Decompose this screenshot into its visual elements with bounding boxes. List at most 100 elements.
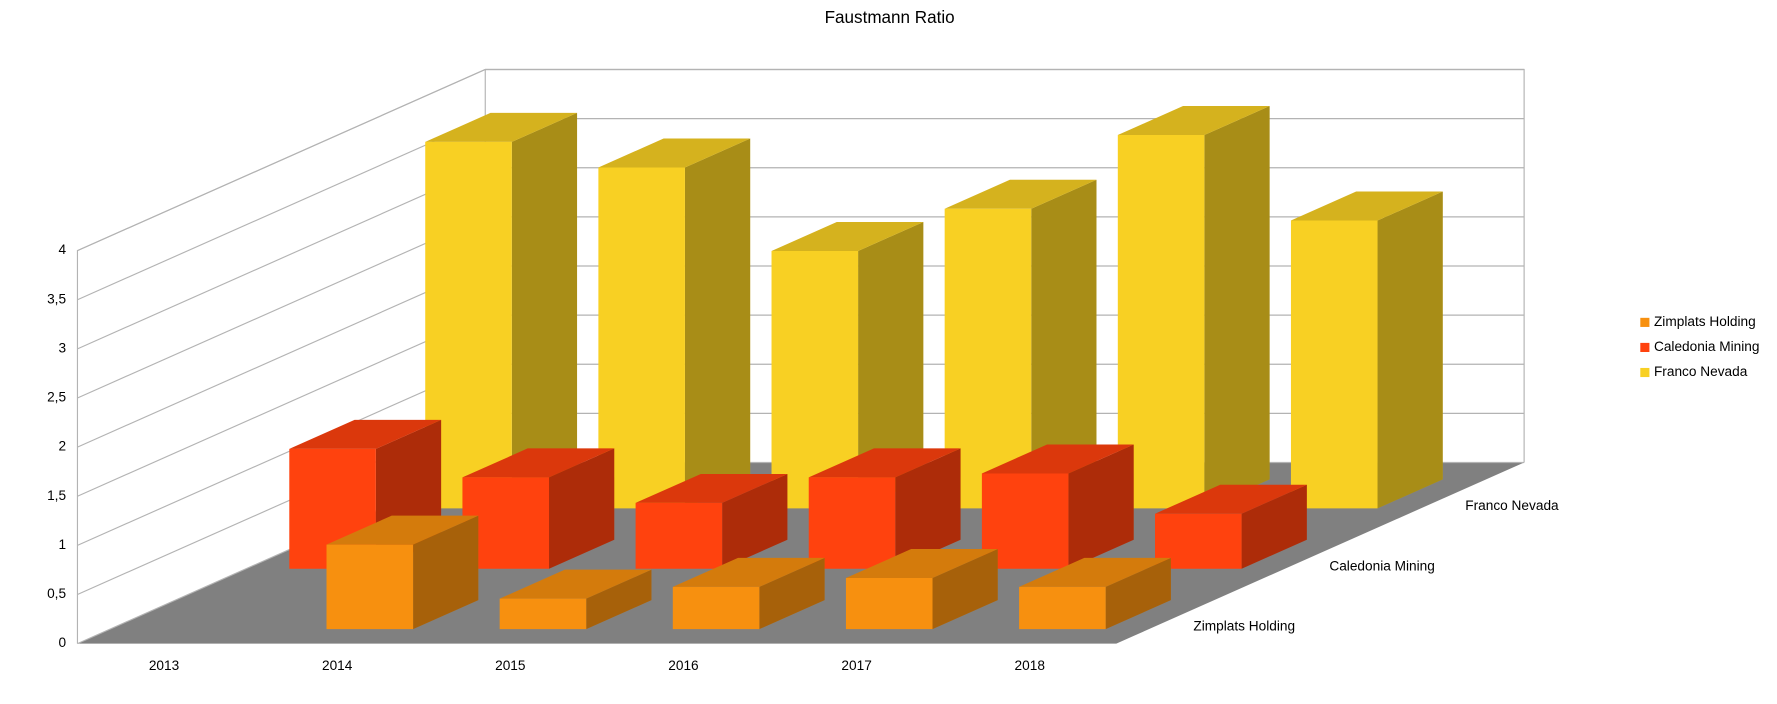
bar bbox=[1155, 513, 1242, 569]
x-tick-label: 2014 bbox=[322, 658, 353, 673]
bar bbox=[944, 208, 1032, 509]
y-tick-label: 0 bbox=[58, 635, 66, 650]
bar bbox=[462, 477, 550, 569]
x-tick-label: 2016 bbox=[668, 658, 698, 673]
depth-label: Caledonia Mining bbox=[1329, 558, 1435, 573]
bar-side bbox=[895, 448, 961, 569]
bar-top bbox=[1117, 106, 1270, 136]
bar-top-shade bbox=[598, 138, 751, 168]
bar-top bbox=[1019, 557, 1171, 587]
x-tick-label: 2013 bbox=[149, 658, 179, 673]
x-tick-label: 2018 bbox=[1015, 658, 1045, 673]
y-tick-label: 1,5 bbox=[47, 488, 66, 503]
bar bbox=[808, 477, 896, 569]
bar-top-shade bbox=[1019, 557, 1171, 587]
x-tick-label: 2015 bbox=[495, 658, 526, 673]
bar-side-shade bbox=[895, 448, 961, 569]
bar bbox=[326, 544, 414, 630]
bar-top-shade bbox=[672, 557, 825, 587]
bar-top bbox=[598, 138, 751, 168]
bar-side bbox=[759, 557, 825, 630]
y-tick-label: 4 bbox=[58, 242, 66, 257]
legend-marker bbox=[1640, 342, 1650, 352]
y-tick-label: 1 bbox=[58, 537, 66, 552]
bar-side-shade bbox=[511, 112, 578, 509]
bar-top bbox=[808, 448, 961, 478]
legend-label: Zimplats Holding bbox=[1654, 314, 1756, 329]
y-tick-label: 0,5 bbox=[47, 586, 66, 601]
bar-side-shade bbox=[858, 221, 924, 509]
bar-top-shade bbox=[425, 112, 578, 142]
bar-side-shade bbox=[1105, 557, 1171, 630]
bar-side-shade bbox=[684, 138, 751, 509]
bar-side-shade bbox=[722, 473, 788, 569]
bar-top-shade bbox=[808, 448, 961, 478]
x-tick-label: 2017 bbox=[841, 658, 871, 673]
bar-side bbox=[413, 515, 479, 630]
bar-top bbox=[1290, 191, 1443, 221]
bar bbox=[981, 473, 1069, 569]
legend-label: Franco Nevada bbox=[1654, 364, 1748, 379]
bar-side bbox=[1031, 179, 1097, 509]
bar-top bbox=[771, 221, 924, 251]
bar bbox=[672, 586, 760, 630]
bar-top-shade bbox=[981, 444, 1134, 474]
legend-marker bbox=[1640, 367, 1650, 378]
bar-side bbox=[684, 138, 751, 509]
legend-label: Caledonia Mining bbox=[1654, 339, 1760, 354]
bar-top bbox=[845, 549, 998, 579]
bar-top-shade bbox=[771, 221, 924, 251]
bar-side-shade bbox=[1204, 106, 1270, 509]
depth-label: Franco Nevada bbox=[1465, 498, 1559, 513]
bar bbox=[598, 167, 685, 509]
bar-top-shade bbox=[326, 515, 479, 545]
bar-side bbox=[1068, 444, 1134, 569]
bar-side-shade bbox=[586, 569, 652, 630]
bar-side bbox=[1377, 191, 1443, 509]
bar-side-shade bbox=[759, 557, 825, 630]
bar-top-shade bbox=[1155, 484, 1307, 514]
bar-side bbox=[1105, 557, 1171, 630]
bar-side-shade bbox=[1068, 444, 1134, 569]
bar-side bbox=[858, 221, 924, 509]
chart-title: Faustmann Ratio bbox=[825, 8, 955, 27]
bar-top bbox=[981, 444, 1134, 474]
bar bbox=[1290, 220, 1378, 509]
bar-top-shade bbox=[289, 419, 442, 449]
bar-top-shade bbox=[1290, 191, 1443, 221]
bar-side-shade bbox=[932, 549, 998, 630]
bar-top bbox=[326, 515, 479, 545]
y-tick-label: 2,5 bbox=[47, 390, 66, 405]
bar-top-shade bbox=[635, 473, 788, 503]
legend-marker bbox=[1640, 317, 1650, 327]
bar bbox=[1117, 135, 1205, 509]
bar-side bbox=[722, 473, 788, 569]
bar-top bbox=[635, 473, 788, 503]
y-tick-label: 2 bbox=[58, 439, 66, 454]
bar bbox=[771, 250, 859, 509]
bar-side-shade bbox=[1241, 484, 1307, 569]
bar-side bbox=[511, 112, 578, 509]
bar-side bbox=[586, 569, 652, 630]
bar-top-shade bbox=[1117, 106, 1270, 136]
bar-top bbox=[1155, 484, 1307, 514]
bar-top bbox=[462, 448, 615, 478]
bar-side-shade bbox=[413, 515, 479, 630]
bar-side-shade bbox=[549, 448, 615, 569]
bar-side bbox=[932, 549, 998, 630]
depth-label: Zimplats Holding bbox=[1193, 619, 1295, 634]
y-tick-label: 3 bbox=[58, 340, 66, 355]
bar-side-shade bbox=[1377, 191, 1443, 509]
bar-side bbox=[1241, 484, 1307, 569]
bar-top bbox=[289, 419, 442, 449]
bar-side-shade bbox=[1031, 179, 1097, 509]
bar bbox=[1019, 586, 1106, 630]
bar-top bbox=[425, 112, 578, 142]
bar bbox=[499, 598, 587, 630]
bar-top bbox=[499, 569, 652, 599]
bar-top-shade bbox=[845, 549, 998, 579]
y-tick-label: 3,5 bbox=[47, 291, 66, 306]
bar-top bbox=[672, 557, 825, 587]
